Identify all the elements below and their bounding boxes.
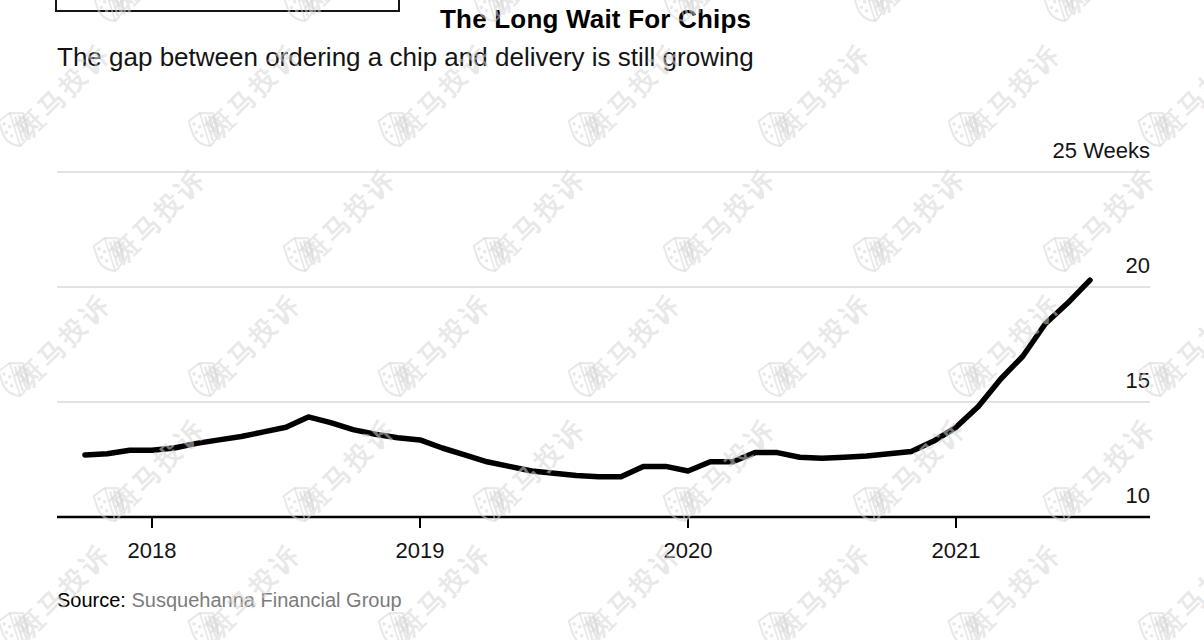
source-label: Source: (57, 589, 131, 611)
source-note: Source: Susquehanna Financial Group (57, 589, 402, 612)
x-axis-label-2021: 2021 (932, 538, 981, 563)
x-axis-label-2018: 2018 (128, 538, 177, 563)
y-axis-label-15: 15 (1126, 368, 1150, 393)
y-axis-label-10: 10 (1126, 483, 1150, 508)
x-axis-label-2019: 2019 (396, 538, 445, 563)
lead-time-series-line (85, 280, 1090, 477)
y-axis-label-25: 25 Weeks (1053, 138, 1150, 163)
x-axis-label-2020: 2020 (664, 538, 713, 563)
lead-time-line-chart: 10 15 20 25 Weeks 2018 2019 2020 2021 (0, 0, 1204, 640)
y-axis-label-20: 20 (1126, 253, 1150, 278)
source-value: Susquehanna Financial Group (131, 589, 401, 611)
chart-page: The Long Wait For Chips The gap between … (0, 0, 1204, 640)
